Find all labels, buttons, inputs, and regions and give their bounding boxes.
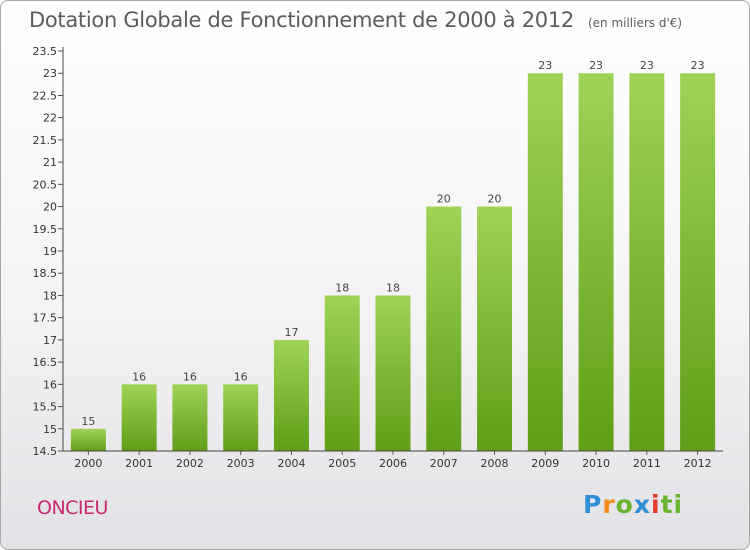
y-tick-label: 23 — [43, 67, 57, 80]
logo-letter-6: ti — [660, 490, 684, 519]
y-tick-label: 19.5 — [33, 223, 58, 236]
bar-2011 — [629, 73, 665, 451]
y-tick-label: 16.5 — [33, 356, 58, 369]
y-tick-label: 18 — [43, 289, 57, 302]
x-tick-label: 2006 — [379, 457, 407, 470]
x-tick-label: 2010 — [582, 457, 610, 470]
bar-2001 — [121, 384, 157, 451]
y-tick-label: 14.5 — [33, 445, 58, 458]
bars: 15 2000 16 2001 16 2002 16 2003 17 2004 18 2005 18 20… — [70, 59, 716, 470]
bar-2000 — [70, 428, 106, 451]
bar-value-label: 15 — [81, 415, 95, 428]
y-tick-label: 21.5 — [33, 134, 58, 147]
axes — [62, 47, 723, 452]
bar-value-label: 20 — [488, 193, 502, 206]
chart-title: Dotation Globale de Fonctionnement de 20… — [29, 8, 682, 32]
y-tick-label: 20 — [43, 201, 57, 214]
logo-letter-5: i — [651, 490, 661, 519]
y-tick-label: 16 — [43, 378, 57, 391]
x-tick-label: 2002 — [176, 457, 204, 470]
bar-value-label: 17 — [284, 326, 298, 339]
y-tick-label: 22 — [43, 112, 57, 125]
proxiti-logo[interactable]: Proxiti — [583, 490, 683, 519]
bar-value-label: 16 — [183, 370, 197, 383]
bar-value-label: 16 — [132, 370, 146, 383]
bar-value-label: 16 — [234, 370, 248, 383]
bar-2005 — [324, 295, 360, 451]
x-tick-label: 2005 — [328, 457, 356, 470]
y-tick-label: 21 — [43, 156, 57, 169]
title-text: Dotation Globale de Fonctionnement de 20… — [29, 8, 574, 32]
x-tick-label: 2004 — [277, 457, 305, 470]
y-tick-label: 15 — [43, 423, 57, 436]
bar-value-label: 23 — [691, 59, 705, 72]
commune-name: ONCIEU — [37, 497, 108, 519]
x-tick-label: 2008 — [481, 457, 509, 470]
bar-2012 — [680, 73, 716, 451]
bar-2003 — [223, 384, 259, 451]
y-tick-label: 20.5 — [33, 178, 58, 191]
bar-value-label: 23 — [538, 59, 552, 72]
bar-value-label: 18 — [335, 281, 349, 294]
x-tick-label: 2000 — [74, 457, 102, 470]
x-tick-label: 2012 — [684, 457, 712, 470]
bar-2010 — [578, 73, 614, 451]
logo-letter-1: P — [583, 490, 603, 519]
logo-letter-3: o — [615, 490, 634, 519]
x-tick-label: 2001 — [125, 457, 153, 470]
bar-2007 — [426, 206, 462, 451]
y-tick-label: 23.5 — [33, 45, 58, 58]
bar-value-label: 18 — [386, 281, 400, 294]
x-tick-label: 2009 — [531, 457, 559, 470]
logo-letter-2: r — [602, 490, 616, 519]
bar-2004 — [273, 339, 309, 451]
x-tick-label: 2003 — [227, 457, 255, 470]
bar-value-label: 23 — [589, 59, 603, 72]
y-tick-label: 18.5 — [33, 267, 58, 280]
bar-2006 — [375, 295, 411, 451]
title-unit: (en milliers d'€) — [587, 16, 683, 30]
bar-value-label: 20 — [437, 193, 451, 206]
y-tick-label: 17 — [43, 334, 57, 347]
bar-value-label: 23 — [640, 59, 654, 72]
bar-2002 — [172, 384, 208, 451]
bar-2009 — [527, 73, 563, 451]
logo-letter-4: x — [633, 490, 651, 519]
y-tick-label: 17.5 — [33, 312, 58, 325]
bar-2008 — [477, 206, 513, 451]
x-tick-label: 2007 — [430, 457, 458, 470]
y-tick-label: 15.5 — [33, 401, 58, 414]
y-axis: 14.5 15 15.5 16 16.5 17 17.5 18 18.5 19 19.5 20 20.5… — [33, 45, 63, 458]
y-tick-label: 22.5 — [33, 89, 58, 102]
x-tick-label: 2011 — [633, 457, 661, 470]
y-tick-label: 19 — [43, 245, 57, 258]
